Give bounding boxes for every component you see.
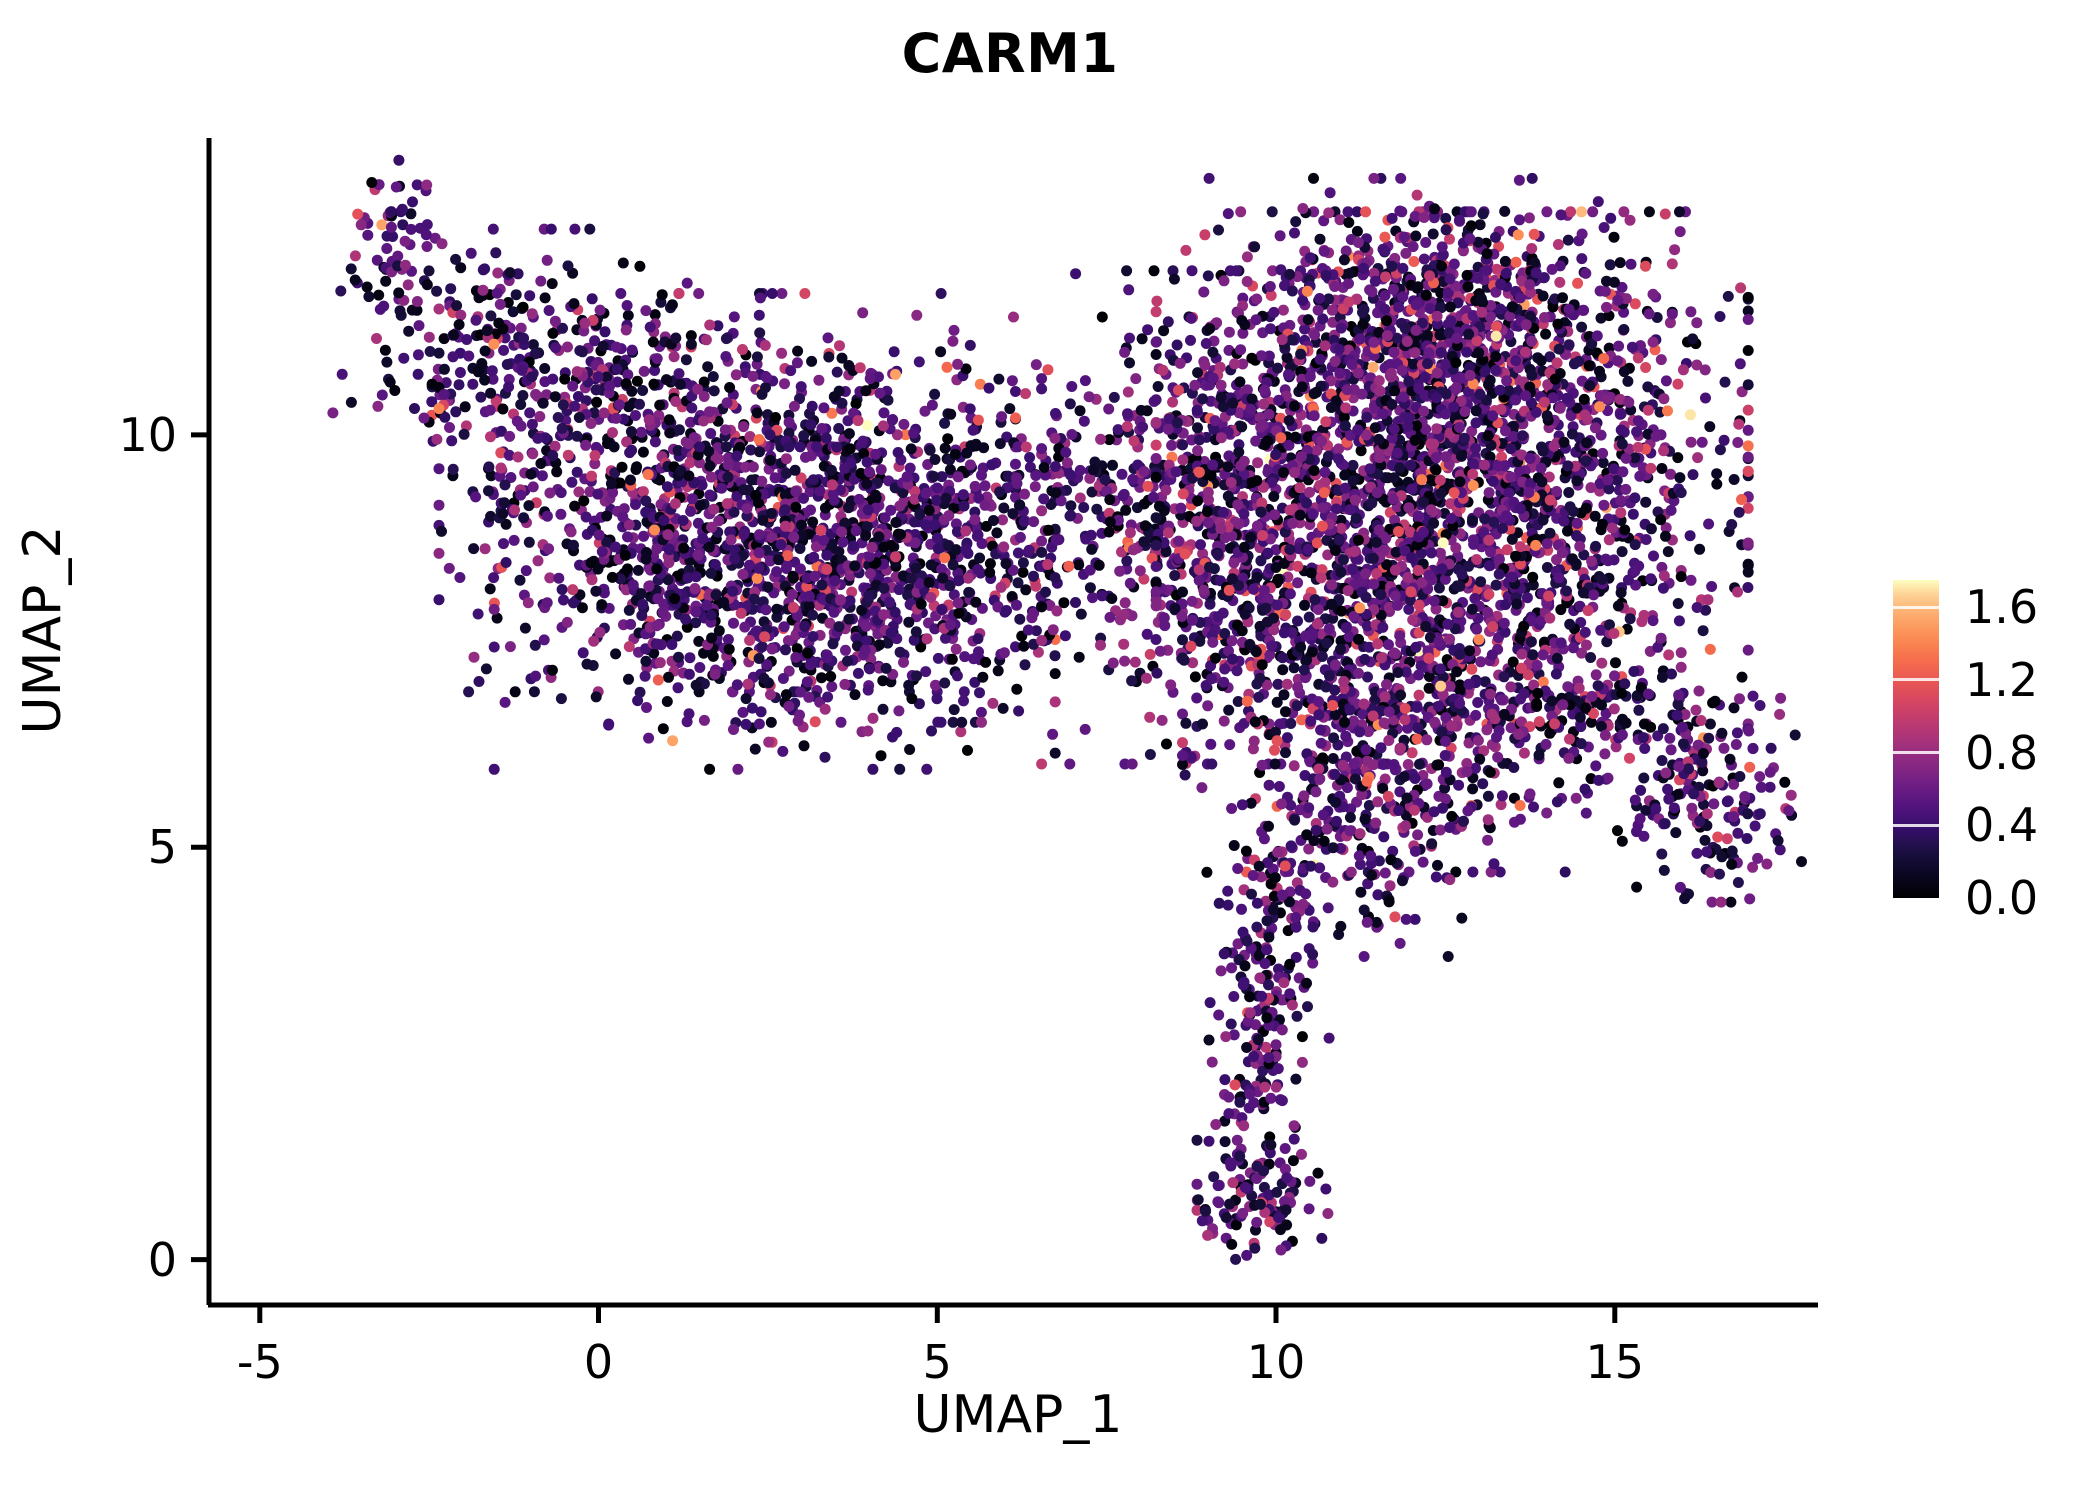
- x-tick-label: 10: [1246, 1335, 1306, 1389]
- colorbar-tick-label: 1.2: [1965, 652, 2039, 707]
- colorbar-tick-label: 0.8: [1965, 725, 2039, 780]
- colorbar: [1893, 580, 1939, 898]
- x-axis-label: UMAP_1: [913, 1385, 1123, 1445]
- y-axis-label: UMAP_2: [13, 525, 73, 735]
- y-tick-label: 10: [118, 407, 177, 462]
- axis-ticks-layer: [191, 432, 1618, 1323]
- colorbar-tick-mark: [1893, 897, 1939, 900]
- colorbar-tick-label: 0.4: [1965, 798, 2039, 853]
- colorbar-tick-mark: [1893, 678, 1939, 682]
- y-tick-label: 5: [147, 820, 177, 875]
- colorbar-tick-label: 0.0: [1965, 871, 2039, 925]
- colorbar-tick-mark: [1893, 605, 1939, 609]
- colorbar-tick-mark: [1893, 751, 1939, 755]
- colorbar-tick-mark: [1893, 823, 1939, 827]
- axes-spines-layer: [206, 138, 1818, 1308]
- x-tick-label: 0: [583, 1335, 614, 1389]
- x-tick-label: 15: [1585, 1335, 1645, 1389]
- x-tick-label: 5: [922, 1335, 952, 1389]
- scatter-points-layer: [327, 154, 1807, 1265]
- y-tick-label: 0: [147, 1232, 177, 1287]
- page-title: CARM1: [901, 22, 1119, 85]
- colorbar-tick-label: 1.6: [1965, 580, 2039, 635]
- x-tick-label: -5: [236, 1335, 283, 1389]
